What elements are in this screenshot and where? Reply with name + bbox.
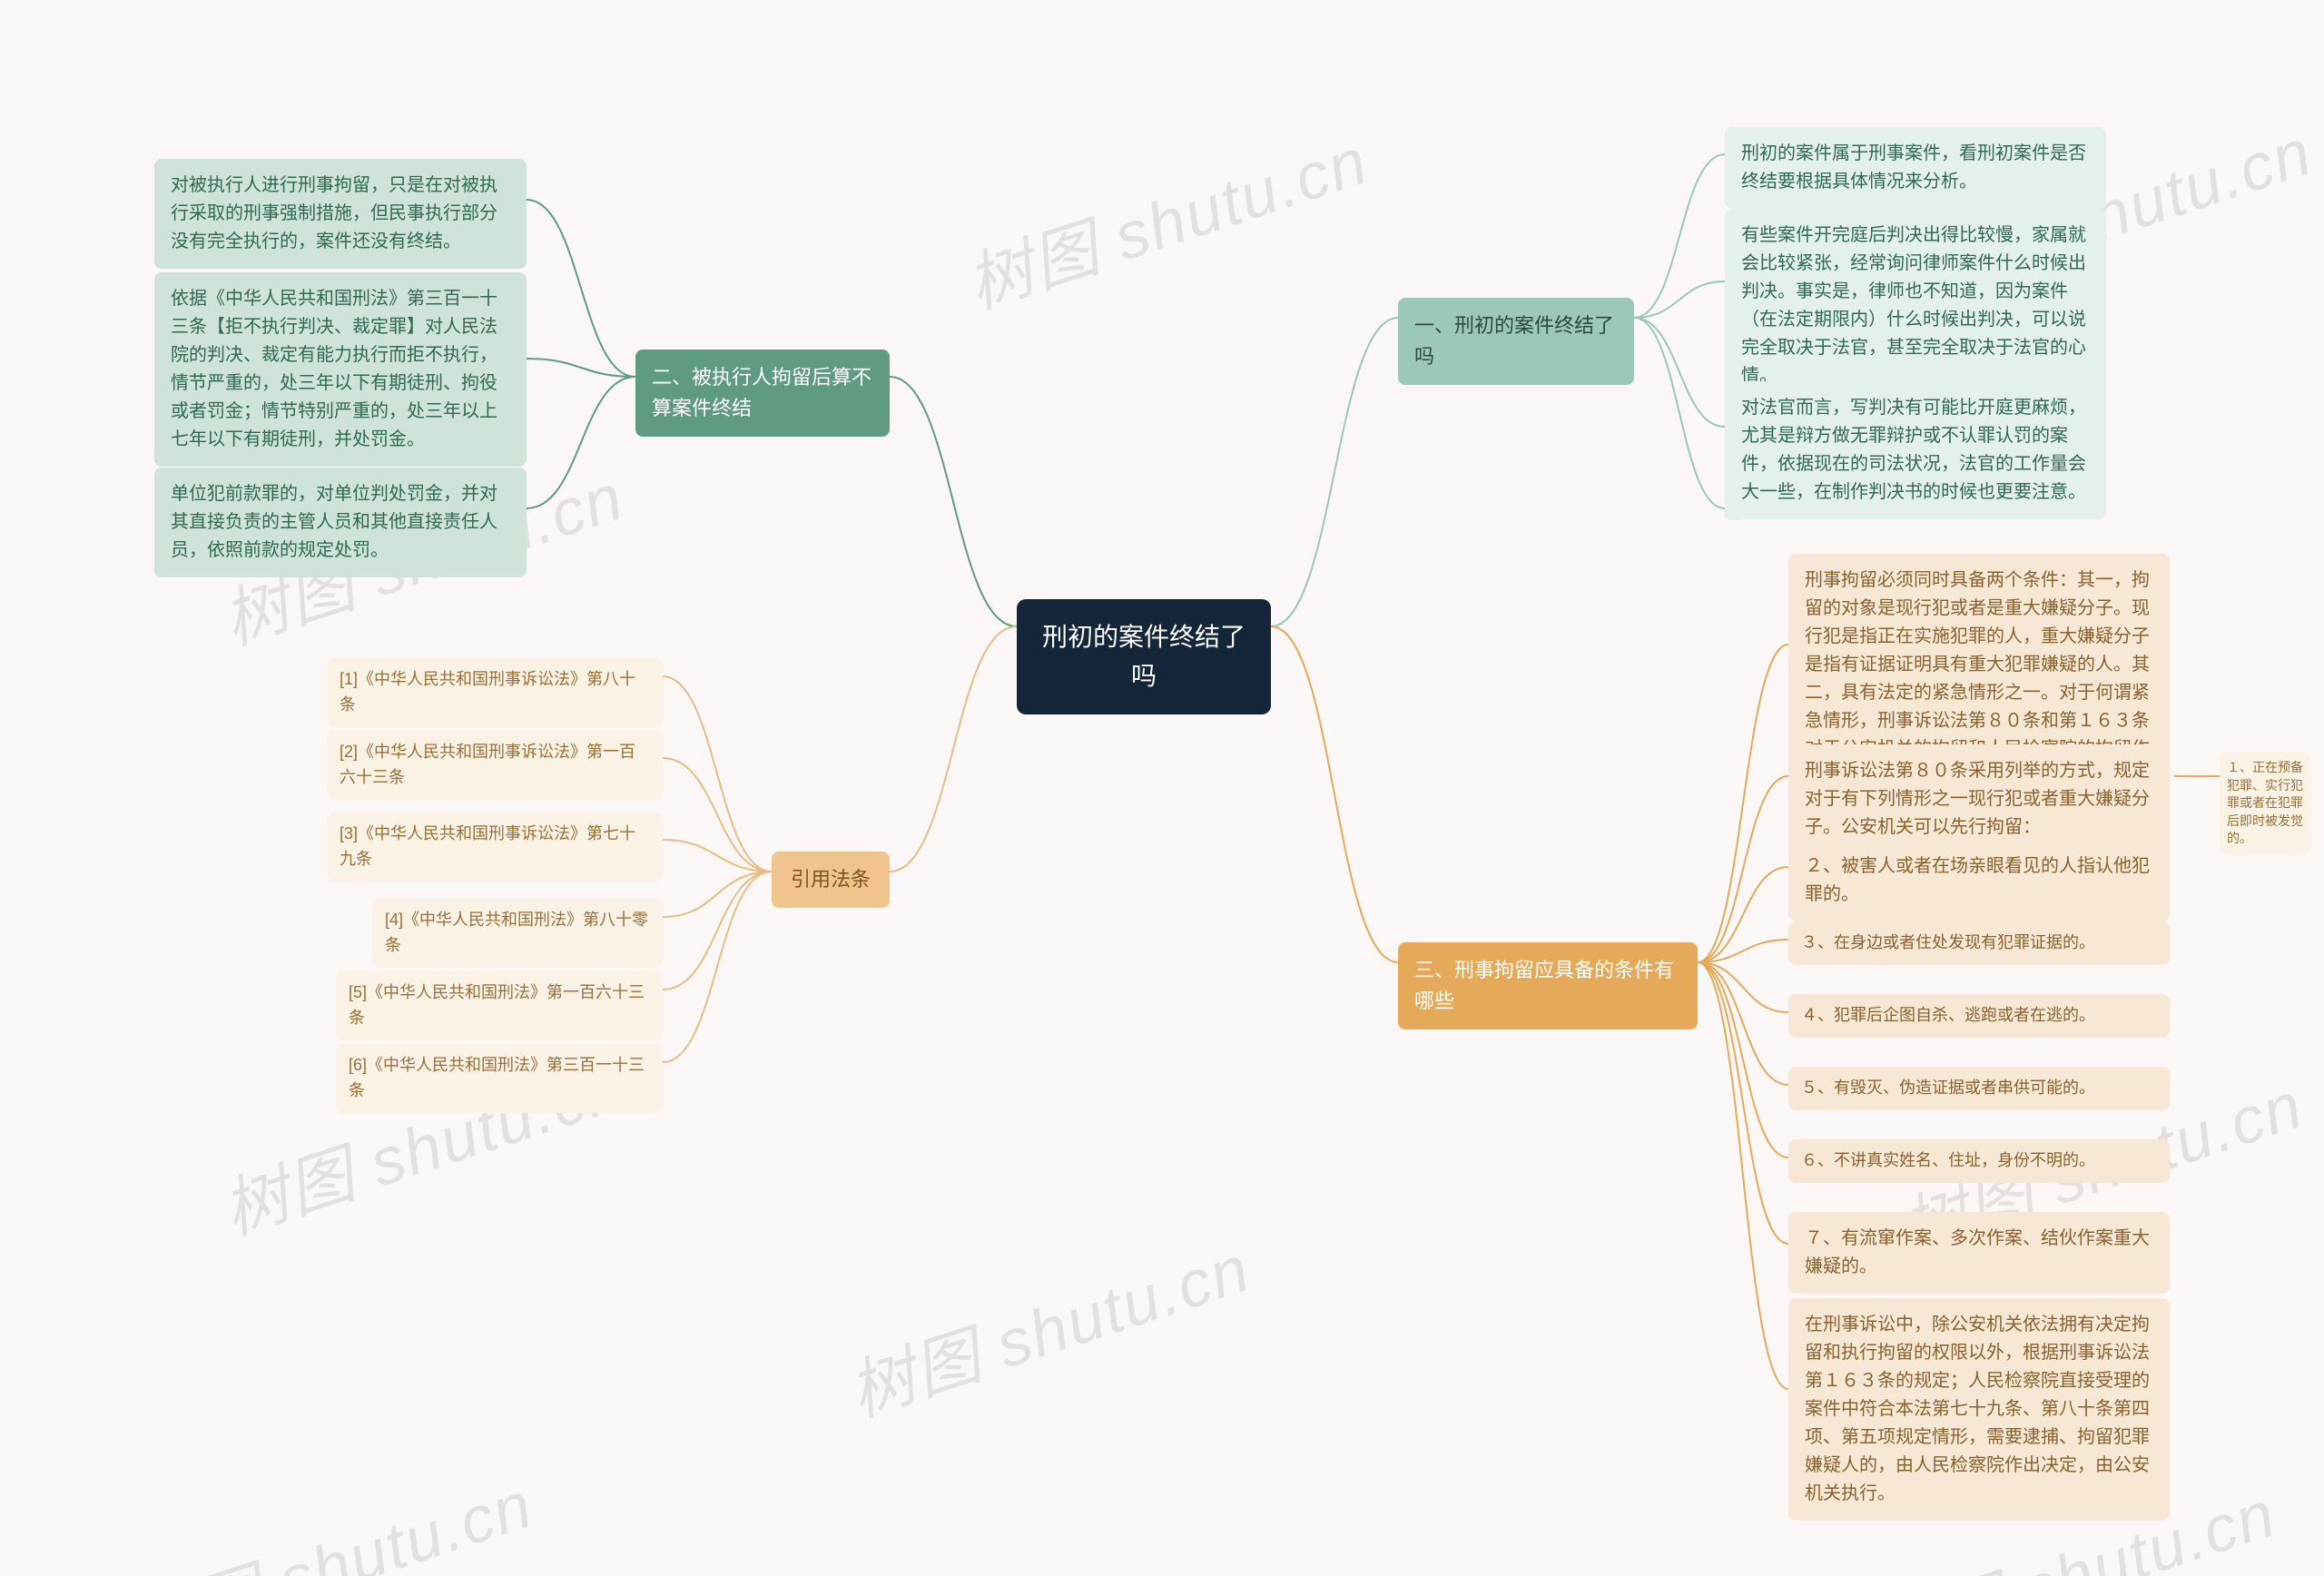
watermark: 树图 shutu.cn — [835, 1215, 1260, 1433]
branch-1-leaf[interactable]: 对法官而言，写判决有可能比开庭更麻烦，尤其是辩方做无罪辩护或不认罪认罚的案件，依… — [1725, 381, 2106, 519]
branch-4-leaf[interactable]: [6]《中华人民共和国刑法》第三百一十三条 — [336, 1044, 663, 1113]
watermark: 树图 shutu.cn — [953, 107, 1378, 326]
branch-3-leaf[interactable]: ２、被害人或者在场亲眼看见的人指认他犯罪的。 — [1788, 840, 2170, 921]
branch-1-empty-leaf[interactable] — [1725, 504, 1745, 520]
branch-2-leaf[interactable]: 单位犯前款罪的，对单位判处罚金，并对其直接负责的主管人员和其他直接责任人员，依照… — [154, 468, 527, 577]
branch-1-leaf[interactable]: 刑初的案件属于刑事案件，看刑初案件是否终结要根据具体情况来分析。 — [1725, 127, 2106, 209]
branch-4-leaf[interactable]: [5]《中华人民共和国刑法》第一百六十三条 — [336, 971, 663, 1040]
branch-3-leaf[interactable]: ３、在身边或者住处发现有犯罪证据的。 — [1788, 921, 2170, 965]
root-node[interactable]: 刑初的案件终结了吗 — [1017, 599, 1271, 714]
branch-1-leaf[interactable]: 有些案件开完庭后判决出得比较慢，家属就会比较紧张，经常询问律师案件什么时候出判决… — [1725, 209, 2106, 403]
branch-2-leaf[interactable]: 对被执行人进行刑事拘留，只是在对被执行采取的刑事强制措施，但民事执行部分没有完全… — [154, 159, 527, 269]
branch-4-leaf[interactable]: [2]《中华人民共和国刑事诉讼法》第一百六十三条 — [327, 731, 663, 800]
branch-3-subleaf[interactable]: １、正在预备犯罪、实行犯罪或者在犯罪后即时被发觉的。 — [2220, 752, 2310, 855]
branch-4-leaf[interactable]: [4]《中华人民共和国刑法》第八十零条 — [372, 899, 663, 968]
branch-2-leaf[interactable]: 依据《中华人民共和国刑法》第三百一十三条【拒不执行判决、裁定罪】对人民法院的判决… — [154, 272, 527, 467]
watermark: 树图 shutu.cn — [118, 1451, 543, 1576]
branch-1[interactable]: 一、刑初的案件终结了吗 — [1398, 298, 1634, 385]
branch-4-leaf[interactable]: [1]《中华人民共和国刑事诉讼法》第八十条 — [327, 658, 663, 727]
branch-3-leaf[interactable]: 在刑事诉讼中，除公安机关依法拥有决定拘留和执行拘留的权限以外，根据刑事诉讼法第１… — [1788, 1298, 2170, 1521]
branch-4-leaf[interactable]: [3]《中华人民共和国刑事诉讼法》第七十九条 — [327, 813, 663, 882]
branch-3[interactable]: 三、刑事拘留应具备的条件有哪些 — [1398, 942, 1698, 1029]
branch-3-leaf[interactable]: ５、有毁灭、伪造证据或者串供可能的。 — [1788, 1067, 2170, 1110]
branch-3-leaf[interactable]: ４、犯罪后企图自杀、逃跑或者在逃的。 — [1788, 994, 2170, 1038]
branch-2[interactable]: 二、被执行人拘留后算不算案件终结 — [635, 350, 890, 437]
branch-3-leaf[interactable]: ７、有流窜作案、多次作案、结伙作案重大嫌疑的。 — [1788, 1212, 2170, 1294]
branch-4[interactable]: 引用法条 — [772, 852, 890, 908]
mindmap-canvas: 树图 shutu.cn 树图 shutu.cn 树图 shutu.cn 树图 s… — [0, 0, 2324, 1576]
branch-3-leaf[interactable]: 刑事诉讼法第８０条采用列举的方式，规定对于有下列情形之一现行犯或者重大嫌疑分子。… — [1788, 744, 2170, 854]
branch-3-leaf[interactable]: ６、不讲真实姓名、住址，身份不明的。 — [1788, 1139, 2170, 1183]
